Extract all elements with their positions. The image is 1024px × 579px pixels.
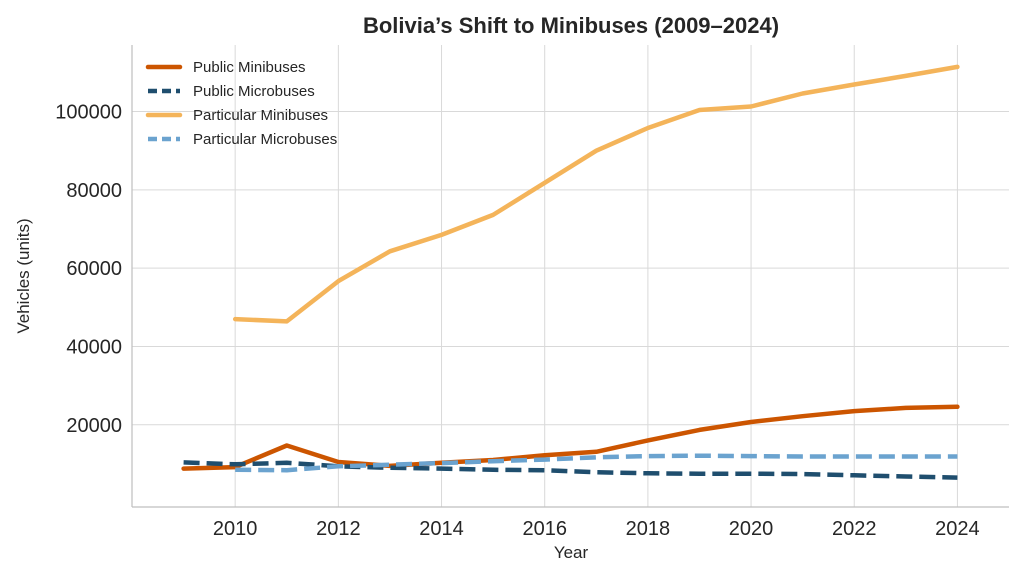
y-tick-labels: 20000 40000 60000 80000 100000 [55,102,122,437]
x-tick-labels: 2010 2012 2014 2016 2018 2020 2022 2024 [213,518,980,540]
y-tick-label: 100000 [55,102,122,124]
series-lines [181,64,960,480]
x-tick-label: 2020 [729,518,774,540]
y-tick-label: 40000 [66,336,122,358]
x-tick-label: 2012 [316,518,361,540]
x-tick-label: 2014 [419,518,464,540]
legend: Public Minibuses Public Microbuses Particu… [145,59,337,148]
y-tick-label: 80000 [66,180,122,202]
legend-label: Particular Microbuses [193,131,337,148]
series-line-particular-microbuses [235,453,958,473]
y-tick-label: 20000 [66,415,122,437]
series-line-public-minibuses [181,404,960,471]
series-line-particular-minibuses [232,64,960,324]
x-tick-label: 2024 [935,518,980,540]
y-axis-title: Vehicles (units) [14,218,33,333]
chart-title: Bolivia’s Shift to Minibuses (2009–2024) [363,13,779,38]
x-axis-title: Year [554,543,589,562]
grid-lines [132,45,1009,507]
x-tick-label: 2010 [213,518,258,540]
axes [131,45,1009,508]
x-tick-label: 2022 [832,518,877,540]
y-tick-label: 60000 [66,258,122,280]
legend-label: Particular Minibuses [193,107,328,124]
series-line-public-microbuses [183,460,958,480]
legend-label: Public Microbuses [193,83,315,100]
legend-label: Public Minibuses [193,59,306,76]
x-tick-label: 2018 [626,518,671,540]
x-tick-label: 2016 [522,518,567,540]
